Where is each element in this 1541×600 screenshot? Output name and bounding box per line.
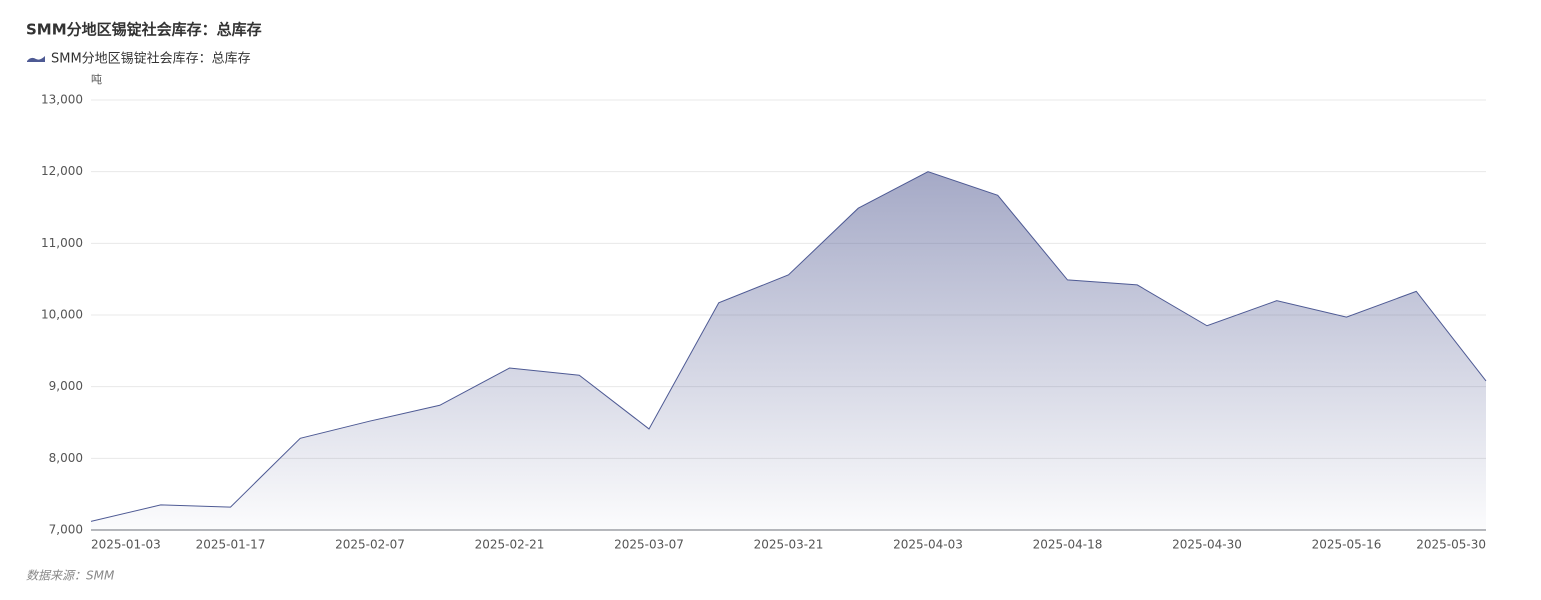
area (91, 171, 1486, 530)
x-tick-label: 2025-04-03 (893, 538, 963, 552)
x-tick-label: 2025-05-30 (1416, 538, 1486, 552)
legend-icon (27, 56, 45, 62)
x-tick-label: 2025-04-30 (1172, 538, 1242, 552)
x-tick-label: 2025-02-21 (475, 538, 545, 552)
x-tick-label: 2025-02-07 (335, 538, 405, 552)
chart-title: SMM分地区锡锭社会库存：总库存 (26, 21, 262, 39)
x-tick-label: 2025-01-17 (196, 538, 266, 552)
source: 数据来源：SMM (26, 569, 115, 583)
x-tick-label: 2025-01-03 (91, 538, 161, 552)
y-tick-label: 12,000 (41, 164, 83, 178)
x-tick-label: 2025-05-16 (1312, 538, 1382, 552)
y-tick-label: 9,000 (49, 379, 83, 393)
y-tick-label: 13,000 (41, 93, 83, 107)
y-tick-label: 7,000 (49, 523, 83, 537)
line (90, 171, 1487, 522)
legend-label: SMM分地区锡锭社会库存：总库存 (51, 51, 251, 67)
y-tick-label: 10,000 (41, 308, 83, 322)
y-tick-label: 11,000 (41, 236, 83, 250)
y-unit: 吨 (91, 73, 102, 86)
x-tick-label: 2025-03-07 (614, 538, 684, 552)
y-tick-label: 8,000 (49, 451, 83, 465)
x-tick-label: 2025-04-18 (1033, 538, 1103, 552)
x-tick-label: 2025-03-21 (754, 538, 824, 552)
